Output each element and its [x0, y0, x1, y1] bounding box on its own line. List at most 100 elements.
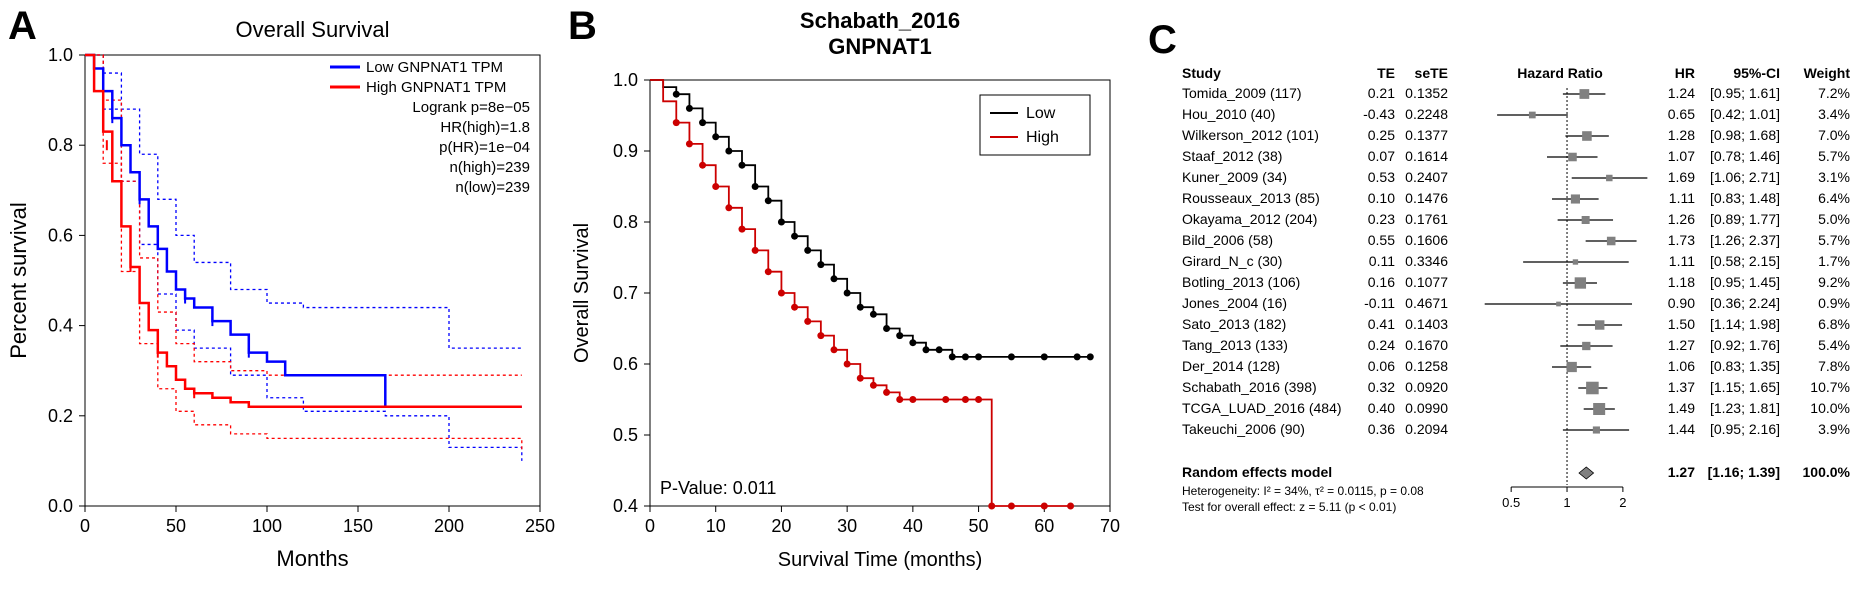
svg-text:0.1377: 0.1377 [1405, 127, 1448, 143]
svg-text:High: High [1026, 129, 1059, 146]
svg-text:0.7: 0.7 [613, 283, 638, 303]
svg-text:0.2: 0.2 [48, 406, 73, 426]
svg-text:TCGA_LUAD_2016 (484): TCGA_LUAD_2016 (484) [1182, 400, 1342, 416]
svg-text:1.0: 1.0 [613, 70, 638, 90]
svg-text:[1.23; 1.81]: [1.23; 1.81] [1710, 400, 1780, 416]
svg-text:0.1077: 0.1077 [1405, 274, 1448, 290]
svg-text:0.1761: 0.1761 [1405, 211, 1448, 227]
svg-text:0.9: 0.9 [613, 141, 638, 161]
svg-text:200: 200 [434, 516, 464, 536]
svg-text:7.0%: 7.0% [1818, 127, 1850, 143]
svg-text:Girard_N_c (30): Girard_N_c (30) [1182, 253, 1282, 269]
svg-text:Study: Study [1182, 65, 1221, 81]
svg-text:0.23: 0.23 [1368, 211, 1395, 227]
svg-text:0.25: 0.25 [1368, 127, 1395, 143]
svg-text:0.41: 0.41 [1368, 316, 1395, 332]
svg-text:-0.11: -0.11 [1364, 295, 1395, 311]
svg-text:3.4%: 3.4% [1818, 106, 1850, 122]
panel-b-label: B [568, 4, 597, 49]
svg-text:10: 10 [706, 516, 726, 536]
svg-text:1.27: 1.27 [1668, 337, 1695, 353]
svg-text:Logrank p=8e−05: Logrank p=8e−05 [412, 99, 530, 116]
svg-text:5.0%: 5.0% [1818, 211, 1850, 227]
svg-text:0.0920: 0.0920 [1405, 379, 1448, 395]
svg-text:0.90: 0.90 [1668, 295, 1695, 311]
svg-text:1: 1 [1563, 495, 1570, 510]
svg-text:0.1606: 0.1606 [1405, 232, 1448, 248]
svg-text:HR: HR [1675, 65, 1695, 81]
svg-text:5.7%: 5.7% [1818, 232, 1850, 248]
svg-text:10.0%: 10.0% [1810, 400, 1850, 416]
svg-text:0.1476: 0.1476 [1405, 190, 1448, 206]
svg-text:50: 50 [969, 516, 989, 536]
svg-text:0.55: 0.55 [1368, 232, 1395, 248]
svg-text:0.1258: 0.1258 [1405, 358, 1448, 374]
svg-text:Tomida_2009 (117): Tomida_2009 (117) [1182, 85, 1302, 101]
svg-text:Overall Survival: Overall Survival [235, 17, 389, 42]
svg-text:1.28: 1.28 [1668, 127, 1695, 143]
svg-text:0.6: 0.6 [48, 225, 73, 245]
svg-text:Schabath_2016: Schabath_2016 [800, 8, 960, 33]
svg-text:0.07: 0.07 [1368, 148, 1395, 164]
svg-text:[1.26; 2.37]: [1.26; 2.37] [1710, 232, 1780, 248]
svg-text:7.8%: 7.8% [1818, 358, 1850, 374]
svg-text:0.8: 0.8 [48, 135, 73, 155]
svg-text:Tang_2013 (133): Tang_2013 (133) [1182, 337, 1288, 353]
svg-text:7.2%: 7.2% [1818, 85, 1850, 101]
svg-text:50: 50 [166, 516, 186, 536]
svg-text:Random effects model: Random effects model [1182, 464, 1332, 480]
svg-text:0.06: 0.06 [1368, 358, 1395, 374]
svg-text:0.5: 0.5 [613, 425, 638, 445]
svg-text:0.1352: 0.1352 [1405, 85, 1448, 101]
svg-text:0.40: 0.40 [1368, 400, 1395, 416]
svg-text:0.53: 0.53 [1368, 169, 1395, 185]
svg-text:1.07: 1.07 [1668, 148, 1695, 164]
svg-text:95%-CI: 95%-CI [1733, 65, 1780, 81]
panel-a-label: A [8, 4, 37, 49]
svg-text:0.3346: 0.3346 [1405, 253, 1448, 269]
svg-text:P-Value: 0.011: P-Value: 0.011 [660, 478, 776, 498]
svg-text:0.8: 0.8 [613, 212, 638, 232]
svg-text:0.65: 0.65 [1668, 106, 1695, 122]
svg-text:Bild_2006 (58): Bild_2006 (58) [1182, 232, 1273, 248]
svg-text:Okayama_2012 (204): Okayama_2012 (204) [1182, 211, 1317, 227]
svg-text:0.5: 0.5 [1502, 495, 1520, 510]
svg-text:[0.83; 1.35]: [0.83; 1.35] [1710, 358, 1780, 374]
svg-text:[0.89; 1.77]: [0.89; 1.77] [1710, 211, 1780, 227]
svg-text:[1.15; 1.65]: [1.15; 1.65] [1710, 379, 1780, 395]
svg-text:Weight: Weight [1804, 65, 1851, 81]
svg-text:Hou_2010 (40): Hou_2010 (40) [1182, 106, 1275, 122]
svg-text:40: 40 [903, 516, 923, 536]
svg-text:[0.36; 2.24]: [0.36; 2.24] [1710, 295, 1780, 311]
svg-text:Overall Survival: Overall Survival [571, 223, 593, 363]
svg-text:n(low)=239: n(low)=239 [455, 179, 530, 196]
svg-text:0.21: 0.21 [1368, 85, 1395, 101]
svg-text:[1.06; 2.71]: [1.06; 2.71] [1710, 169, 1780, 185]
svg-text:Survival Time (months): Survival Time (months) [778, 549, 983, 571]
svg-text:0.32: 0.32 [1368, 379, 1395, 395]
svg-text:1.18: 1.18 [1668, 274, 1695, 290]
svg-text:60: 60 [1034, 516, 1054, 536]
svg-text:Months: Months [276, 546, 348, 571]
svg-text:0: 0 [645, 516, 655, 536]
svg-text:Heterogeneity: I² = 34%, τ² =: Heterogeneity: I² = 34%, τ² = 0.0115, p … [1182, 484, 1424, 498]
svg-text:6.8%: 6.8% [1818, 316, 1850, 332]
svg-text:Test for overall effect: z = 5: Test for overall effect: z = 5.11 (p < 0… [1182, 500, 1396, 514]
svg-text:[0.42; 1.01]: [0.42; 1.01] [1710, 106, 1780, 122]
svg-text:1.69: 1.69 [1668, 169, 1695, 185]
svg-text:0.1614: 0.1614 [1405, 148, 1448, 164]
svg-text:[0.95; 1.45]: [0.95; 1.45] [1710, 274, 1780, 290]
svg-text:[1.16; 1.39]: [1.16; 1.39] [1708, 464, 1780, 480]
svg-text:Staaf_2012 (38): Staaf_2012 (38) [1182, 148, 1282, 164]
svg-text:1.11: 1.11 [1669, 253, 1695, 269]
svg-text:0.4: 0.4 [613, 496, 638, 516]
svg-text:1.49: 1.49 [1668, 400, 1695, 416]
svg-text:0.0: 0.0 [48, 496, 73, 516]
svg-text:150: 150 [343, 516, 373, 536]
svg-text:n(high)=239: n(high)=239 [450, 159, 530, 176]
svg-text:30: 30 [837, 516, 857, 536]
svg-text:0.10: 0.10 [1368, 190, 1395, 206]
svg-text:0.9%: 0.9% [1818, 295, 1850, 311]
svg-text:1.44: 1.44 [1668, 421, 1695, 437]
svg-text:1.73: 1.73 [1668, 232, 1695, 248]
